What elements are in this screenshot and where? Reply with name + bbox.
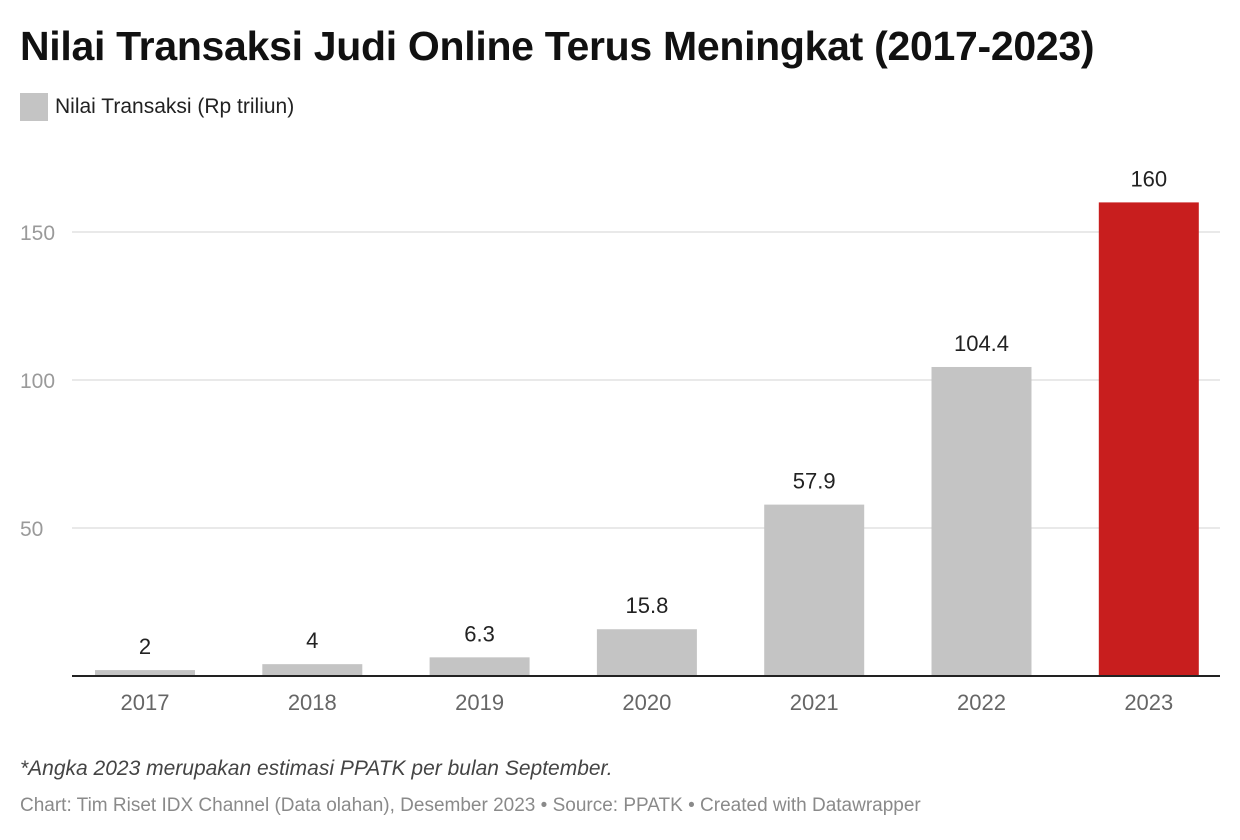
footnote: *Angka 2023 merupakan estimasi PPATK per… bbox=[20, 757, 613, 780]
bar bbox=[262, 664, 363, 676]
x-tick-label: 2023 bbox=[1124, 690, 1173, 715]
bar bbox=[429, 657, 530, 676]
credit-source: Source: PPATK bbox=[552, 795, 683, 816]
data-label: 160 bbox=[1130, 166, 1167, 191]
x-tick-label: 2019 bbox=[455, 690, 504, 715]
y-tick-label: 150 bbox=[20, 222, 55, 245]
credit-line: Chart: Tim Riset IDX Channel (Data olaha… bbox=[20, 795, 921, 817]
data-label: 57.9 bbox=[793, 469, 836, 494]
legend: Nilai Transaksi (Rp triliun) bbox=[20, 93, 294, 121]
data-label: 4 bbox=[306, 628, 318, 653]
chart-title: Nilai Transaksi Judi Online Terus Mening… bbox=[20, 23, 1095, 69]
credit-created: Created with Datawrapper bbox=[700, 795, 921, 816]
x-tick-label: 2018 bbox=[288, 690, 337, 715]
bar bbox=[1098, 202, 1199, 676]
x-tick-label: 2020 bbox=[622, 690, 671, 715]
legend-label: Nilai Transaksi (Rp triliun) bbox=[55, 95, 295, 118]
data-label: 15.8 bbox=[625, 593, 668, 618]
data-label: 104.4 bbox=[954, 331, 1009, 356]
credit-separator: • bbox=[682, 795, 701, 816]
x-tick-label: 2017 bbox=[121, 690, 170, 715]
x-tick-label: 2022 bbox=[957, 690, 1006, 715]
y-tick-label: 50 bbox=[20, 518, 43, 541]
bar-chart: 50 100 150 2 2017 4 2018 6.3 2019 15.8 2020 57.9 202… bbox=[20, 166, 1220, 715]
credit-separator: • bbox=[535, 795, 553, 816]
y-tick-label: 100 bbox=[20, 370, 55, 393]
bar bbox=[596, 629, 697, 676]
x-tick-label: 2021 bbox=[790, 690, 839, 715]
data-label: 6.3 bbox=[464, 621, 495, 646]
bar bbox=[931, 366, 1032, 676]
legend-swatch bbox=[20, 93, 48, 121]
data-label: 2 bbox=[139, 634, 151, 659]
bar bbox=[764, 504, 865, 676]
credit-chart: Chart: Tim Riset IDX Channel (Data olaha… bbox=[20, 795, 536, 816]
bar bbox=[95, 670, 195, 676]
